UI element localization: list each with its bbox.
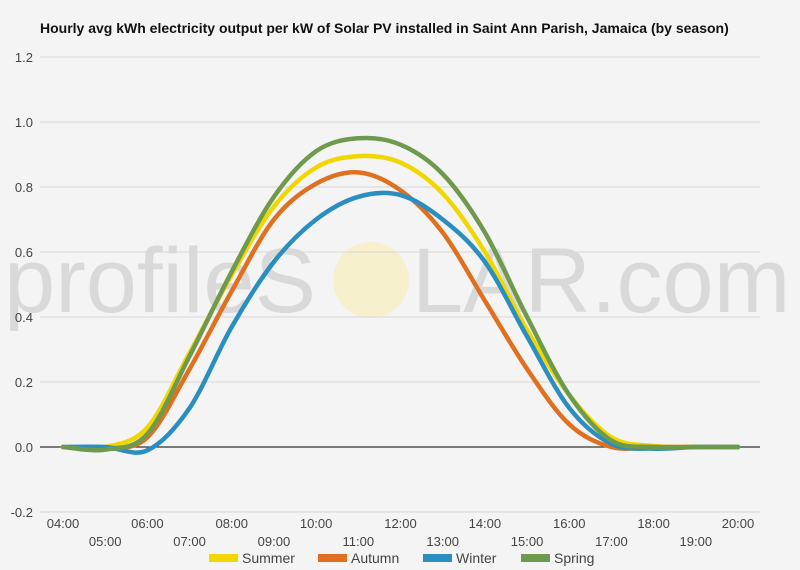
- x-tick-label: 11:00: [343, 534, 375, 549]
- legend-swatch-spring: [521, 554, 550, 562]
- chart-title: Hourly avg kWh electricity output per kW…: [40, 20, 729, 36]
- x-tick-label: 06:00: [131, 516, 164, 531]
- x-tick-label: 19:00: [680, 534, 713, 549]
- y-tick-label: 0.0: [15, 440, 33, 455]
- legend-swatch-winter: [423, 554, 452, 562]
- x-tick-label: 07:00: [173, 534, 206, 549]
- y-tick-label: 1.0: [15, 115, 33, 130]
- x-tick-label: 13:00: [426, 534, 459, 549]
- x-tick-label: 20:00: [722, 516, 755, 531]
- watermark-sun: [333, 242, 409, 318]
- legend-swatch-autumn: [318, 554, 347, 562]
- x-tick-label: 04:00: [47, 516, 80, 531]
- y-tick-label: 1.2: [15, 50, 33, 65]
- legend-label-spring: Spring: [554, 550, 594, 566]
- series-line-winter: [60, 190, 741, 455]
- x-tick-label: 15:00: [511, 534, 544, 549]
- x-tick-label: 05:00: [89, 534, 122, 549]
- y-tick-label: 0.4: [15, 310, 33, 325]
- y-tick-label: 0.8: [15, 180, 33, 195]
- x-tick-label: 18:00: [637, 516, 670, 531]
- x-tick-label: 10:00: [300, 516, 333, 531]
- x-tick-label: 08:00: [215, 516, 248, 531]
- legend-label-autumn: Autumn: [351, 550, 399, 566]
- x-tick-label: 12:00: [384, 516, 417, 531]
- watermark-text-left: profileS: [4, 230, 316, 332]
- series-line-spring: [60, 135, 741, 453]
- legend-label-summer: Summer: [242, 550, 295, 566]
- y-tick-label: 0.2: [15, 375, 33, 390]
- y-tick-label: -0.2: [11, 505, 33, 520]
- legend-swatch-summer: [209, 554, 238, 562]
- x-tick-label: 09:00: [258, 534, 291, 549]
- y-tick-label: 0.6: [15, 245, 33, 260]
- x-tick-label: 17:00: [595, 534, 628, 549]
- x-tick-label: 16:00: [553, 516, 586, 531]
- legend-label-winter: Winter: [456, 550, 497, 566]
- x-tick-label: 14:00: [469, 516, 502, 531]
